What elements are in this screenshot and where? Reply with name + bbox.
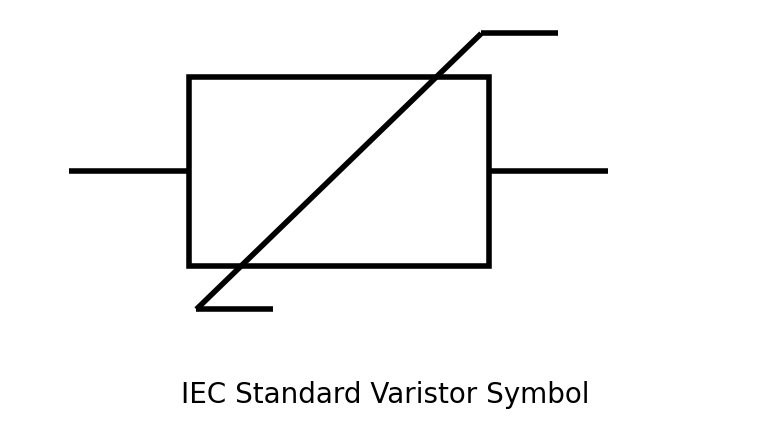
Bar (189, 77, 489, 267)
Text: IEC Standard Varistor Symbol: IEC Standard Varistor Symbol (181, 381, 589, 408)
